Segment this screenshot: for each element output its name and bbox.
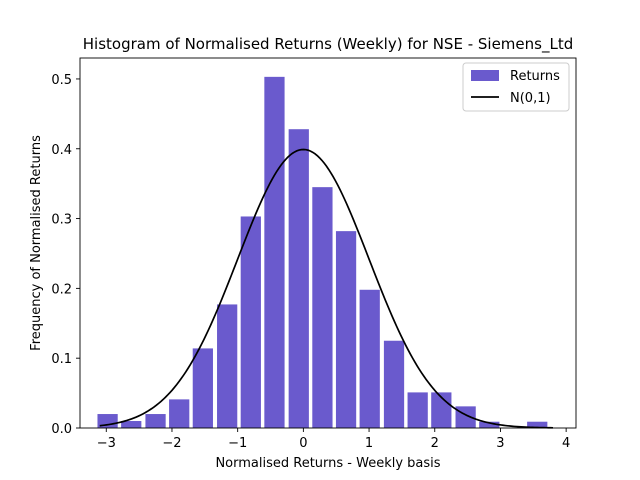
legend-label-returns: Returns <box>510 69 560 84</box>
x-axis-label: Normalised Returns - Weekly basis <box>215 456 440 471</box>
legend: Returns N(0,1) <box>462 62 570 112</box>
histogram-bar-4 <box>192 348 213 428</box>
y-axis-label: Frequency of Normalised Returns <box>29 135 44 351</box>
x-tick-label: −3 <box>97 436 116 451</box>
y-tick-label: 0.3 <box>51 213 72 228</box>
histogram-bar-6 <box>240 216 261 428</box>
histogram-bar-2 <box>145 414 166 428</box>
x-tick-label: −1 <box>228 436 247 451</box>
y-tick-label: 0.0 <box>51 422 72 437</box>
histogram-bar-7 <box>264 76 285 428</box>
histogram-bar-11 <box>359 289 380 428</box>
histogram-bar-1 <box>121 421 142 428</box>
histogram-bar-17 <box>527 421 548 428</box>
y-axis-ticks: 0.0 0.1 0.2 0.3 0.4 0.5 <box>51 73 80 437</box>
histogram-bar-3 <box>169 399 190 428</box>
x-tick-label: 4 <box>562 436 570 451</box>
y-tick-label: 0.1 <box>51 352 72 367</box>
plot-frame <box>79 57 577 429</box>
histogram-bar-16 <box>479 421 500 428</box>
y-tick-label: 0.4 <box>51 143 72 158</box>
x-tick-label: 1 <box>365 436 373 451</box>
x-tick-label: 0 <box>299 436 307 451</box>
legend-label-normal: N(0,1) <box>510 91 551 106</box>
histogram-bar-8 <box>288 129 309 428</box>
y-tick-label: 0.5 <box>51 73 72 88</box>
bars-group <box>97 76 548 428</box>
x-tick-label: 3 <box>496 436 504 451</box>
histogram-bar-12 <box>383 340 405 428</box>
histogram-bar-10 <box>335 231 357 428</box>
chart-title: Histogram of Normalised Returns (Weekly)… <box>83 35 573 54</box>
normal-curve-line <box>99 148 554 429</box>
histogram-bar-5 <box>217 304 238 428</box>
histogram-bar-13 <box>407 392 428 428</box>
y-tick-label: 0.2 <box>51 282 72 297</box>
x-axis-ticks: −3 −2 −1 0 1 2 3 4 <box>97 428 570 451</box>
x-tick-label: 2 <box>431 436 439 451</box>
x-tick-label: −2 <box>162 436 181 451</box>
histogram-bar-9 <box>312 187 333 428</box>
legend-bar-swatch <box>471 70 499 81</box>
